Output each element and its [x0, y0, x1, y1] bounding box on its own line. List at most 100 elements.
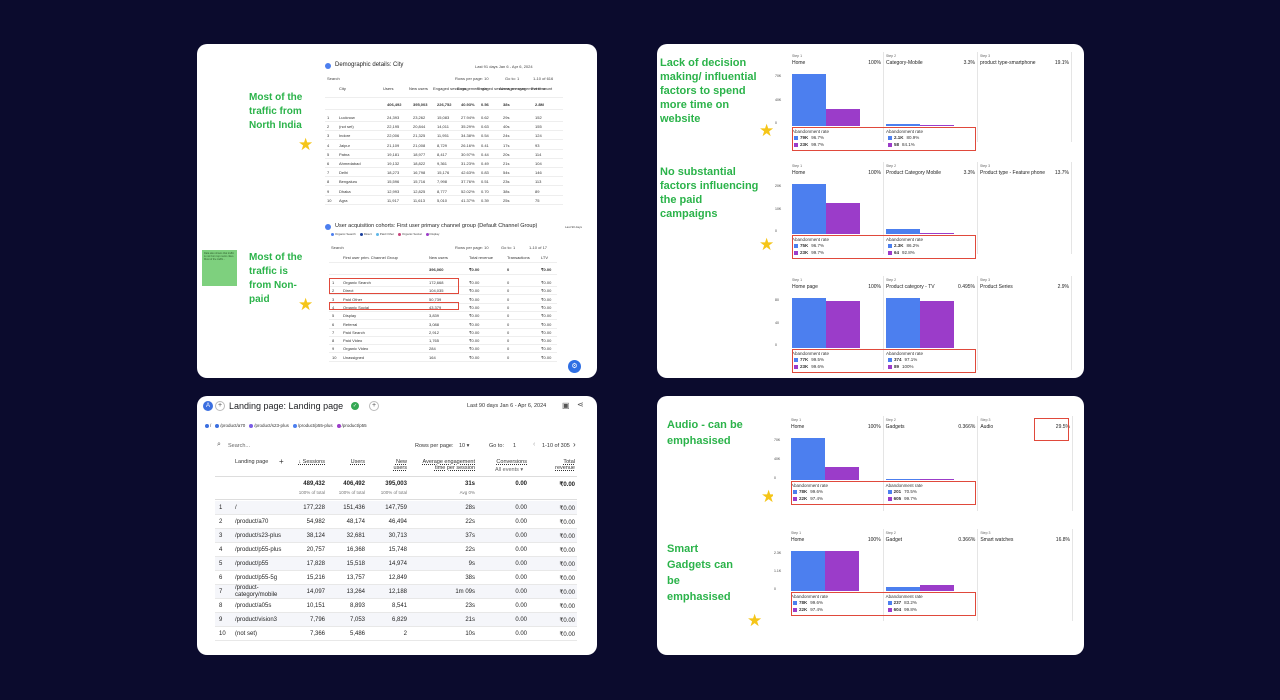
col-users[interactable]: Users	[350, 459, 365, 465]
col-header[interactable]: Users	[383, 86, 394, 91]
table-row[interactable]: 3 Indore 22,006 21,325 11,951 34.38% 0.54 24s 12…	[325, 132, 563, 141]
col-header[interactable]: First user prim. Channel Group	[343, 255, 398, 260]
col-header[interactable]: New users	[429, 255, 448, 260]
col-conversions[interactable]: Conversions	[496, 459, 527, 465]
col-sessions[interactable]: ↓ Sessions	[298, 459, 325, 465]
abandon-count: 23K	[800, 142, 809, 147]
search-input[interactable]: Search	[327, 76, 340, 81]
rows-per-page-select[interactable]: 10 ▾	[459, 443, 470, 449]
table-row[interactable]: 5 Display 3,839 ₹0.00 0 ₹0.00	[329, 312, 557, 321]
cell: 8	[327, 179, 330, 185]
search-input[interactable]: Search	[331, 245, 344, 250]
col-header[interactable]: Transactions	[507, 255, 530, 260]
table-row[interactable]: 6 Referral 3,088 ₹0.00 0 ₹0.00	[329, 321, 557, 329]
table-row[interactable]: 2 (not set) 22,195 20,844 14,011 35.29% 0.63 40…	[325, 123, 563, 132]
table-row[interactable]: 7 Delhi 18,273 16,798 15,176 42.63% 0.83 54s 146	[325, 169, 563, 178]
col-header[interactable]: Average engagement time	[499, 86, 546, 91]
table-row[interactable]: 4/product/p55-plus 20,757 16,368 15,748 22s 0…	[215, 543, 577, 557]
cell: /product/a05s	[235, 603, 272, 609]
col-new-users[interactable]: New users	[393, 459, 407, 471]
abandonment-row: 22K 97.4%	[793, 607, 823, 612]
table-row[interactable]: 7 Paid Search 2,912 ₹0.00 0 ₹0.00	[329, 329, 557, 337]
table-row[interactable]: 2/product/a70 54,982 48,174 46,494 22s 0.00 ₹0…	[215, 515, 577, 529]
abandon-rate: 70.5%	[904, 489, 917, 494]
date-range[interactable]: Last 90 days	[565, 225, 583, 229]
cell: ₹0.00	[469, 346, 480, 352]
rows-per-page[interactable]: Rows per page: 10	[455, 76, 489, 81]
cell: ₹0.00	[559, 506, 576, 512]
edit-icon[interactable]: ▣	[562, 401, 570, 410]
table-row[interactable]: 9 Dhaka 12,993 12,825 8,777 52.02% 0.70 38s 89	[325, 188, 563, 196]
date-range[interactable]: Last 90 days Jan 6 - Apr 6, 2024	[467, 403, 547, 409]
table-row[interactable]: 3/product/s23-plus 38,124 32,681 30,713 37s 0…	[215, 529, 577, 543]
table-row[interactable]: 4 Jaipur 21,109 21,008 8,729 26.16% 0.41 17s 93	[325, 142, 563, 150]
legend-square-icon	[887, 600, 892, 605]
cell: 21,008	[413, 142, 426, 148]
table-row[interactable]: 9/product/vision3 7,796 7,053 6,829 21s 0.00 ₹…	[215, 613, 577, 627]
col-header[interactable]: Event count	[531, 86, 553, 91]
avatar[interactable]: A	[203, 401, 213, 411]
legend-item[interactable]: Display	[425, 232, 439, 236]
col-header[interactable]: City	[339, 86, 346, 91]
funnel-bar	[791, 551, 826, 591]
col-revenue[interactable]: Total revenue	[555, 459, 575, 471]
star-icon: ★	[298, 135, 314, 154]
breadcrumb-item[interactable]: /product/a70	[215, 423, 245, 428]
col-header[interactable]: New users	[409, 86, 428, 91]
search-input[interactable]: Search...	[228, 443, 251, 449]
col-header[interactable]: Total revenue	[469, 255, 494, 260]
table-row[interactable]: 8 Bengaluru 15,596 15,716 7,998 37.76% 0.51 23s…	[325, 178, 563, 187]
col-header[interactable]: Engaged sessions	[433, 86, 466, 91]
legend-item[interactable]: Organic Social	[398, 232, 422, 236]
legend-item[interactable]: Paid Other	[375, 232, 394, 236]
abandonment-label: Abandonment rate	[885, 483, 923, 488]
breadcrumb-item[interactable]: /product/s23-plus	[249, 423, 289, 428]
breadcrumb-item[interactable]: /product/p55	[336, 423, 367, 428]
col-avg-engagement[interactable]: Average engagement time per session	[422, 459, 476, 471]
cell: 10,151	[306, 603, 325, 609]
cell: 5,486	[349, 631, 365, 637]
abandon-rate: 97.1%	[904, 357, 918, 362]
funnel-chart: Step 1 Home page 100% Step 2 Product categor…	[774, 276, 1072, 373]
table-row[interactable]: 7/product-category/mobile 14,097 13,264 12,…	[215, 585, 577, 599]
col-header[interactable]: Engagement rate	[457, 86, 488, 91]
share-icon[interactable]: ⋖	[577, 400, 584, 409]
legend-item[interactable]: Organic Search	[331, 232, 356, 236]
table-row[interactable]: 1 Lucknow 24,393 23,262 15,083 27.94% 0.62 29s 1…	[325, 114, 563, 122]
table-row[interactable]: 2 Direct 104,035 ₹0.00 0 ₹0.00	[329, 287, 557, 296]
add-comparison-icon[interactable]: +	[215, 401, 225, 411]
table-row[interactable]: 10 Unassigned 164 ₹0.00 0 ₹0.00	[329, 354, 557, 362]
add-icon[interactable]: +	[369, 401, 379, 411]
add-dimension-icon[interactable]: +	[279, 457, 284, 466]
prev-page-icon[interactable]: ‹	[533, 441, 536, 448]
table-row[interactable]: 10 (not set) 7,366 5,486 2 10s 0.00 ₹0.00	[215, 627, 577, 641]
table-row[interactable]: 5/product/p55 17,828 15,518 14,974 9s 0.00 ₹0.…	[215, 557, 577, 571]
table-row[interactable]: 5 Patna 19,181 18,977 8,417 30.97% 0.44 20s 114	[325, 151, 563, 159]
table-row[interactable]: 10 Agra 11,917 11,613 5,010 41.37% 0.39 25s 75	[325, 197, 563, 205]
next-page-icon[interactable]: ›	[573, 440, 576, 449]
fab-button[interactable]: ⚙	[568, 360, 581, 373]
goto-input[interactable]: 1	[513, 443, 517, 449]
cell: 6	[332, 321, 335, 327]
table-row[interactable]: 6/product/p55-5g 15,216 13,757 12,849 38s 0.0…	[215, 571, 577, 585]
col-header[interactable]: Engaged sessions per user	[477, 86, 526, 91]
table-row[interactable]: 9 Organic Video 284 ₹0.00 0 ₹0.00	[329, 345, 557, 354]
col-landing-page[interactable]: Landing page	[235, 459, 269, 465]
legend-item[interactable]: Direct	[359, 232, 372, 236]
table-row[interactable]: 8/product/a05s 10,151 8,893 8,541 23s 0.00 ₹0.…	[215, 599, 577, 613]
rows-per-page[interactable]: Rows per page: 10	[455, 245, 489, 250]
goto[interactable]: Go to: 1	[501, 245, 516, 250]
conv-events-select[interactable]: All events ▾	[495, 467, 524, 473]
table-row[interactable]: 8 Paid Video 1,765 ₹0.00 0 ₹0.00	[329, 337, 557, 346]
breadcrumb-item[interactable]: /	[205, 423, 211, 428]
table-row[interactable]: 1 Organic Search 172,668 ₹0.00 0 ₹0.00	[329, 279, 557, 287]
breadcrumb-item[interactable]: /product/p55-plus	[292, 423, 333, 428]
date-range[interactable]: Last 91 days Jan 6 - Apr 6, 2024	[475, 64, 533, 69]
table-row[interactable]: 4 Organic Social 43,379 ₹0.00 0 ₹0.00	[329, 304, 557, 312]
col-header[interactable]: LTV	[541, 255, 549, 260]
table-row[interactable]: 3 Paid Other 50,739 ₹0.00 0 ₹0.00	[329, 296, 557, 304]
funnel-bar	[885, 587, 920, 591]
goto[interactable]: Go to: 1	[505, 76, 520, 81]
table-row[interactable]: 1 / 177,228 151,436 147,759 28s 0.00 ₹0.00	[215, 501, 577, 515]
table-row[interactable]: 6 Ahmedabad 19,132 18,822 9,361 31.23% 0.49 21s…	[325, 160, 563, 168]
